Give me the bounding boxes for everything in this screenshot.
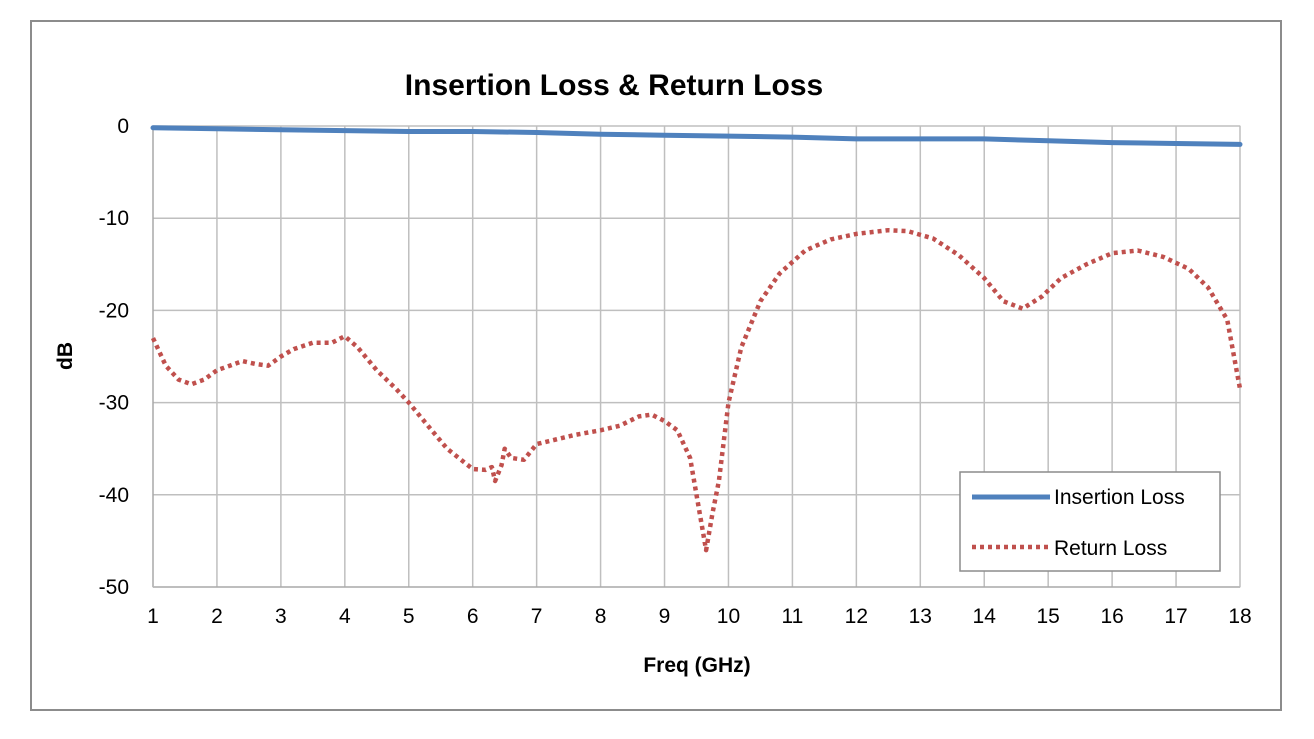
- y-tick-label: -40: [99, 484, 129, 507]
- x-tick-label: 6: [467, 605, 479, 628]
- series-layer: [150, 125, 1243, 553]
- x-tick-label: 9: [659, 605, 671, 628]
- chart-frame: Insertion Loss & Return Loss 0 -10 -20 -30 -…: [30, 20, 1282, 711]
- legend: Insertion Loss Return Loss: [959, 471, 1221, 572]
- y-tick-label: 0: [117, 115, 129, 138]
- x-tick-label: 4: [339, 605, 351, 628]
- chart-svg: Insertion Loss & Return Loss 0 -10 -20 -30 -…: [54, 69, 1252, 677]
- legend-label-insertion-loss: Insertion Loss: [1054, 486, 1185, 509]
- x-tick-label: 8: [595, 605, 607, 628]
- x-tick-label: 12: [845, 605, 868, 628]
- plot-border: [152, 125, 1241, 588]
- x-tick-label: 5: [403, 605, 415, 628]
- y-tick-label: -50: [99, 576, 129, 599]
- legend-box: [959, 471, 1221, 572]
- x-tick-label: 17: [1164, 605, 1187, 628]
- x-tick-label: 10: [717, 605, 740, 628]
- series-line-return-loss: [150, 227, 1243, 553]
- x-tick-label: 15: [1036, 605, 1059, 628]
- chart-title: Insertion Loss & Return Loss: [405, 69, 823, 102]
- x-axis-label: Freq (GHz): [643, 654, 750, 677]
- x-tick-label: 14: [973, 605, 997, 628]
- legend-label-return-loss: Return Loss: [1054, 537, 1167, 560]
- y-tick-label: -10: [99, 207, 129, 230]
- x-tick-label: 2: [211, 605, 223, 628]
- y-tick-label: -30: [99, 392, 129, 415]
- y-axis-label: dB: [54, 342, 77, 370]
- x-axis-ticks: 1 2 3 4 5 6 7 8 9 10 11 12 13 14 15 16 17 18: [147, 605, 1252, 628]
- x-tick-label: 18: [1228, 605, 1251, 628]
- x-tick-label: 13: [909, 605, 932, 628]
- x-tick-label: 11: [782, 605, 804, 628]
- x-tick-label: 1: [147, 605, 159, 628]
- x-tick-label: 3: [275, 605, 287, 628]
- x-tick-label: 7: [531, 605, 543, 628]
- series-line-insertion-loss: [150, 125, 1243, 147]
- x-tick-label: 16: [1100, 605, 1123, 628]
- y-tick-label: -20: [99, 299, 129, 322]
- y-axis-ticks: 0 -10 -20 -30 -40 -50: [99, 115, 129, 599]
